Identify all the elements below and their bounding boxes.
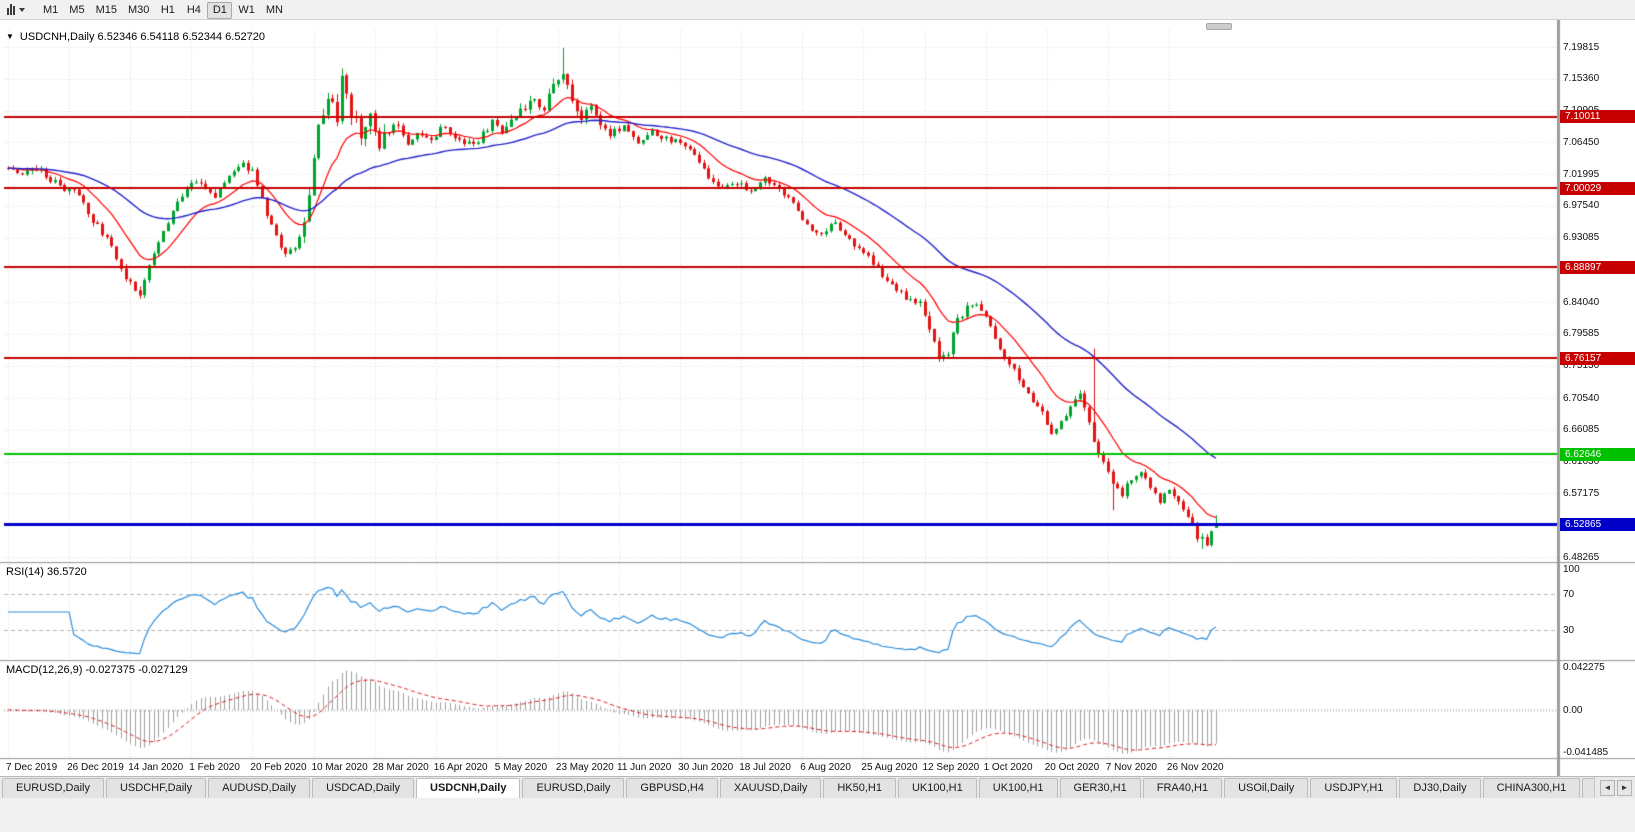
chart-tab-eurusd-daily[interactable]: EURUSD,Daily: [522, 778, 625, 798]
date-axis-label: 12 Sep 2020: [922, 762, 980, 773]
price-axis-label: 6.70540: [1563, 392, 1600, 404]
chart-tab-fra40-h1[interactable]: FRA40,H1: [1142, 778, 1223, 798]
timeframe-button-h4[interactable]: H4: [186, 4, 201, 17]
rsi-indicator-label: RSI(14) 36.5720: [6, 566, 87, 578]
status-strip: [0, 798, 1635, 832]
hline-price-label: 6.62646: [1560, 447, 1635, 461]
chart-tab-usdjpy-h1[interactable]: USDJPY,H1: [1310, 778, 1398, 798]
date-axis-label: 1 Oct 2020: [983, 762, 1033, 773]
price-axis-label: 6.84040: [1563, 296, 1600, 308]
date-axis-label: 20 Oct 2020: [1044, 762, 1100, 773]
chart-tab-usdcad-daily[interactable]: USDCAD,Daily: [312, 778, 415, 798]
date-axis-label: 18 Jul 2020: [739, 762, 791, 773]
chart-tab-usoil-daily[interactable]: USOil,Daily: [1224, 778, 1309, 798]
chart-tab-uk100-h1[interactable]: UK100,H1: [897, 778, 977, 798]
date-axis-label: 14 Jan 2020: [128, 762, 184, 773]
macd-axis-label: -0.041485: [1563, 747, 1609, 758]
hline-price-label: 6.76157: [1560, 351, 1635, 365]
timeframe-button-d1[interactable]: D1: [207, 1, 233, 19]
date-axis-label: 25 Aug 2020: [861, 762, 918, 773]
chart-tab-dj30-daily[interactable]: DJ30,Daily: [1399, 778, 1481, 798]
price-axis-label: 6.48265: [1563, 551, 1600, 563]
chart-tab-xauusd-daily[interactable]: XAUUSD,Daily: [719, 778, 822, 798]
tab-scroll-right-button[interactable]: ►: [1617, 779, 1632, 796]
date-axis-label: 16 Apr 2020: [433, 762, 488, 773]
price-axis-label: 6.75130: [1563, 360, 1600, 371]
timeframe-button-mn[interactable]: MN: [265, 4, 283, 17]
timeframe-buttons: M1 M5 M15 M30 H1 H4 D1 W1 MN: [38, 0, 289, 19]
date-axis-label: 11 Jun 2020: [617, 762, 672, 773]
chart-tab-bar: EURUSD,Daily USDCHF,Daily AUDUSD,Daily USDC…: [0, 776, 1635, 798]
chart-tab-uk100-h1[interactable]: UK100,H1: [978, 778, 1058, 798]
hline-price-label: 7.10011: [1560, 110, 1635, 124]
macd-indicator-label: MACD(12,26,9) -0.027375 -0.027129: [6, 664, 188, 676]
chart-ohlc-text: USDCNH,Daily 6.52346 6.54118 6.52344 6.5…: [19, 31, 265, 43]
tab-scroll-left-button[interactable]: ◄: [1600, 779, 1615, 796]
price-axis-label: 6.61630: [1563, 456, 1600, 468]
chart-tab-china300-h1[interactable]: CHINA300,H1: [1482, 778, 1581, 798]
chart-tab-usdchf-daily[interactable]: USDCHF,Daily: [105, 778, 207, 798]
hline-price-label: 6.52865: [1560, 517, 1635, 531]
chart-tab-hk50-h1[interactable]: HK50,H1: [823, 778, 896, 798]
price-axis-label: 7.15360: [1563, 73, 1600, 85]
timeframe-button-m5[interactable]: M5: [69, 4, 85, 17]
timeframe-button-m15[interactable]: M15: [95, 4, 117, 17]
chevron-down-icon: [19, 7, 25, 12]
date-axis-label: 26 Dec 2019: [67, 762, 124, 773]
chart-bars-icon: [13, 5, 15, 15]
timeframe-button-m30[interactable]: M30: [127, 4, 150, 17]
chart-tabs: EURUSD,Daily USDCHF,Daily AUDUSD,Daily USDC…: [2, 778, 1635, 798]
chart-tab-ger30-h1[interactable]: GER30,H1: [1059, 778, 1141, 798]
date-axis-label: 7 Nov 2020: [1105, 762, 1157, 773]
date-axis-label: 6 Aug 2020: [800, 762, 851, 773]
hline-price-label: 6.88897: [1560, 260, 1635, 274]
date-axis-label: 23 May 2020: [555, 762, 614, 773]
chart-bars-icon: [10, 3, 12, 15]
date-axis-label: 28 Mar 2020: [372, 762, 429, 773]
rsi-axis-label: 30: [1563, 625, 1575, 637]
price-axis-label: 6.97540: [1563, 200, 1600, 212]
timeframe-button-m1[interactable]: M1: [43, 4, 59, 17]
chart-title: ▼ USDCNH,Daily 6.52346 6.54118 6.52344 6…: [6, 31, 265, 43]
price-axis-label: 7.06450: [1563, 136, 1600, 148]
macd-axis-label: 0.042275: [1563, 662, 1605, 673]
date-axis-label: 10 Mar 2020: [311, 762, 368, 773]
price-axis-label: 7.19815: [1563, 41, 1600, 53]
date-axis-label: 5 May 2020: [494, 762, 548, 773]
date-axis-label: 26 Nov 2020: [1166, 762, 1224, 773]
price-axis-label: 6.66085: [1563, 424, 1600, 436]
timeframe-button-w1[interactable]: W1: [238, 4, 255, 17]
price-axis-label: 6.57175: [1563, 487, 1600, 499]
rsi-axis-label: 70: [1563, 588, 1575, 600]
chart-tab-gbpusd-h4[interactable]: GBPUSD,H4: [626, 778, 718, 798]
chart-tab-eurusd-daily[interactable]: EURUSD,Daily: [2, 778, 104, 798]
chart-tab-audusd-daily[interactable]: AUDUSD,Daily: [208, 778, 311, 798]
rsi-axis-label: 100: [1563, 564, 1580, 575]
chart-scrollbar-thumb[interactable]: [1206, 23, 1232, 30]
chart-collapse-icon[interactable]: ▼: [6, 32, 14, 41]
tab-scroll-buttons: ◄ ►: [1594, 777, 1635, 798]
date-axis-label: 7 Dec 2019: [6, 762, 58, 773]
price-axis-label: 6.79585: [1563, 328, 1600, 340]
chart-bars-icon: [7, 7, 9, 15]
price-axis-label: 7.01995: [1563, 168, 1600, 180]
macd-axis-label: 0.00: [1563, 705, 1583, 716]
price-chart-canvas[interactable]: [0, 20, 1635, 776]
timeframe-toolbar: M1 M5 M15 M30 H1 H4 D1 W1 MN: [0, 0, 1635, 20]
chart-type-dropdown-button[interactable]: [4, 2, 30, 18]
date-axis-label: 1 Feb 2020: [189, 762, 240, 773]
price-axis-label: 6.93085: [1563, 232, 1600, 244]
date-axis-label: 30 Jun 2020: [678, 762, 734, 773]
timeframe-button-h1[interactable]: H1: [160, 4, 175, 17]
hline-price-label: 7.00029: [1560, 181, 1635, 195]
date-axis-label: 20 Feb 2020: [250, 762, 307, 773]
chart-area: ▼ USDCNH,Daily 6.52346 6.54118 6.52344 6…: [0, 20, 1635, 776]
chart-tab-usdcnh-daily[interactable]: USDCNH,Daily: [416, 778, 521, 798]
